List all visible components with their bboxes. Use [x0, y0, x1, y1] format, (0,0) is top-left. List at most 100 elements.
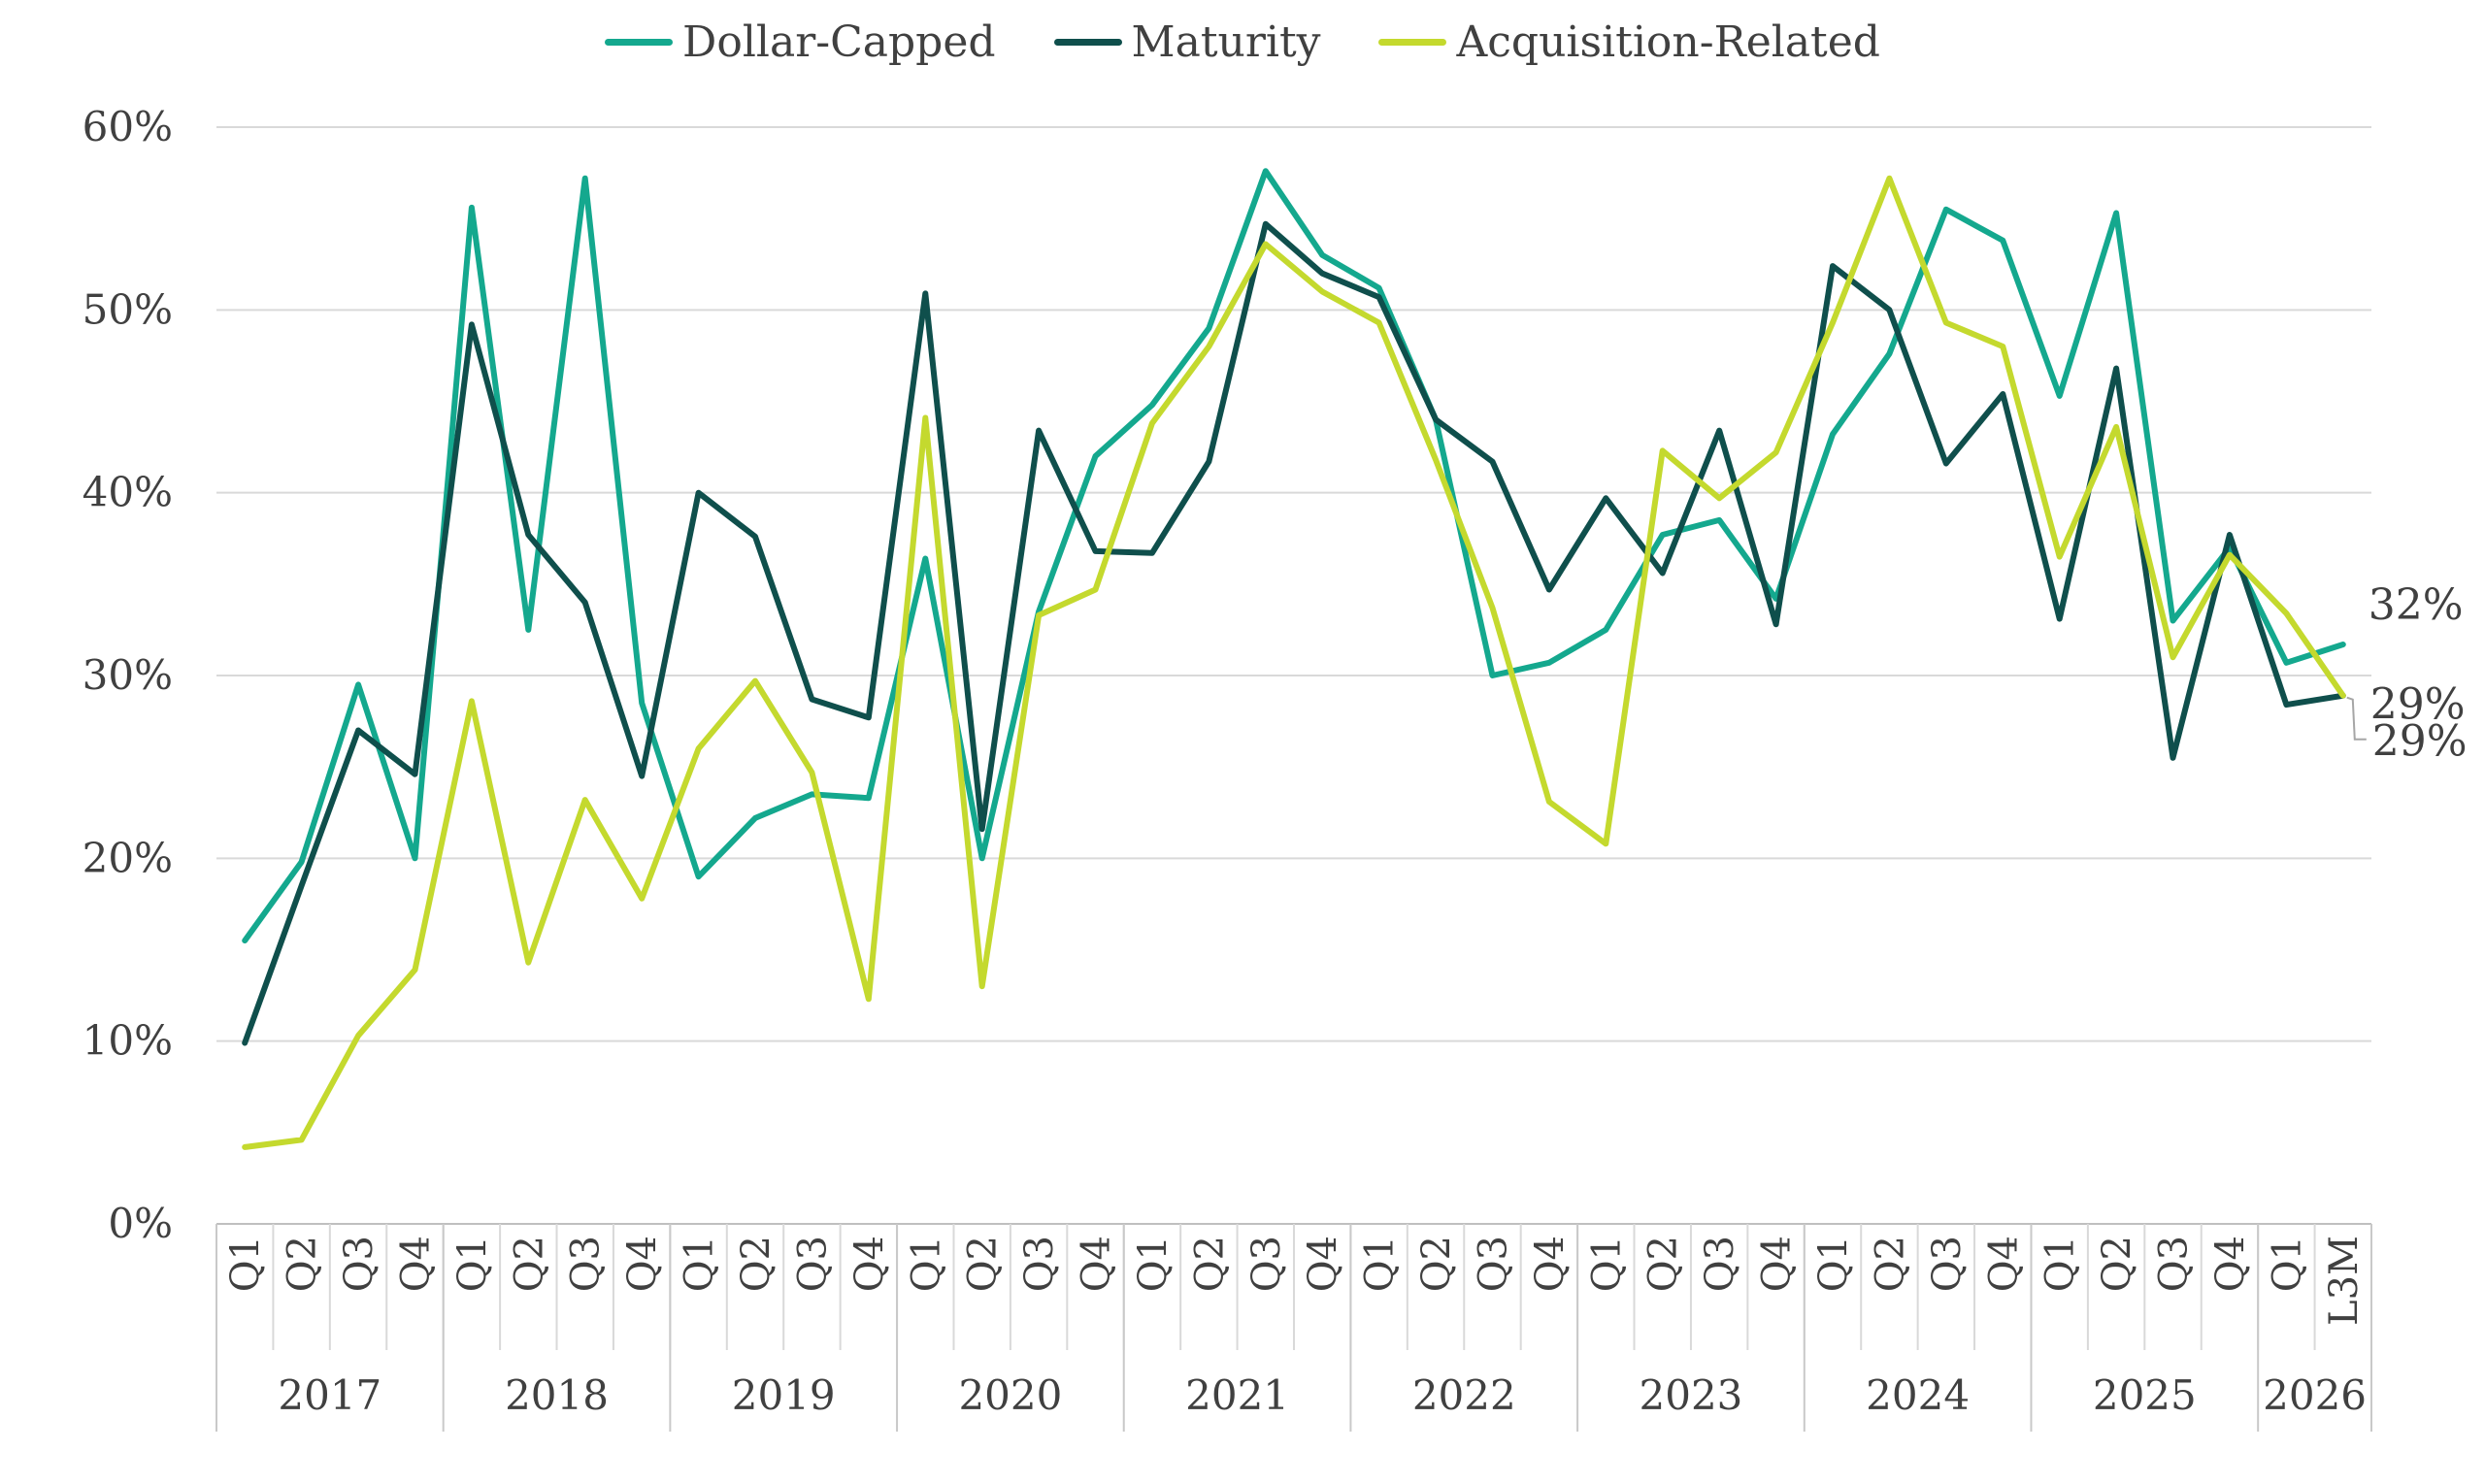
x-tick-label: Q3: [790, 1236, 835, 1292]
x-tick-label: Q1: [1131, 1236, 1176, 1292]
legend-item-maturity[interactable]: Maturity: [1053, 17, 1321, 67]
x-tick-label: Q3: [1698, 1236, 1742, 1292]
x-tick-label: Q4: [1528, 1236, 1573, 1292]
x-tick-label: Q4: [620, 1236, 665, 1292]
x-tick-label-group: Q4: [1981, 1236, 2026, 1292]
legend-swatch-acquisition-related: [1378, 39, 1447, 46]
year-label: 2019: [732, 1371, 836, 1419]
y-tick-label: 30%: [83, 651, 173, 699]
x-tick-label: Q2: [734, 1236, 779, 1292]
x-tick-label-group: Q4: [1528, 1236, 1573, 1292]
x-tick-label: Q4: [1075, 1236, 1119, 1292]
x-tick-label: Q1: [678, 1236, 722, 1292]
year-label: 2018: [505, 1371, 609, 1419]
year-label: 2023: [1640, 1371, 1743, 1419]
x-tick-label: Q4: [393, 1236, 438, 1292]
x-tick-label: Q1: [904, 1236, 948, 1292]
x-tick-label: Q2: [1187, 1236, 1232, 1292]
x-tick-label-group: Q3: [1244, 1236, 1289, 1292]
legend-label-maturity: Maturity: [1131, 17, 1321, 67]
y-tick-label: 0%: [108, 1200, 173, 1247]
x-tick-label: Q2: [2095, 1236, 2139, 1292]
x-tick-label-group: Q2: [281, 1236, 325, 1292]
x-tick-label-group: Q3: [1017, 1236, 1062, 1292]
x-tick-label: Q2: [1414, 1236, 1459, 1292]
x-tick-label-group: Q4: [1755, 1236, 1800, 1292]
x-tick-label-group: Q3: [1471, 1236, 1515, 1292]
x-tick-label-group: Q4: [393, 1236, 438, 1292]
x-tick-label: Q2: [1868, 1236, 1912, 1292]
x-tick-label: Q3: [1017, 1236, 1062, 1292]
year-label: 2022: [1412, 1371, 1516, 1419]
x-tick-label-group: Q1: [1811, 1236, 1856, 1292]
x-tick-label-group: Q2: [1414, 1236, 1459, 1292]
x-tick-label: Q1: [2038, 1236, 2083, 1292]
series-line-maturity: [242, 220, 2346, 1046]
x-tick-label: Q4: [847, 1236, 892, 1292]
x-tick-label-group: Q1: [1131, 1236, 1176, 1292]
x-tick-label-group: Q1: [2038, 1236, 2083, 1292]
y-axis: 0% 10% 20% 30% 40% 50% 60%: [83, 103, 173, 1247]
x-tick-label-group: Q1: [1358, 1236, 1403, 1292]
x-tick-label: Q2: [1641, 1236, 1686, 1292]
x-tick-label-group: Q2: [961, 1236, 1006, 1292]
x-tick-label: L3M: [2322, 1236, 2367, 1326]
x-tick-label: Q3: [564, 1236, 609, 1292]
x-tick-label-group: Q4: [1301, 1236, 1345, 1292]
x-tick-label-group: Q1: [223, 1236, 268, 1292]
series-line-acquisition-related: [242, 175, 2346, 1150]
x-tick-label-group: Q4: [620, 1236, 665, 1292]
x-tick-label: Q1: [2265, 1236, 2309, 1292]
x-tick-label-group: Q3: [1698, 1236, 1742, 1292]
end-label-dollar-capped: 32%: [2369, 580, 2464, 630]
x-tick-label-group: Q2: [1187, 1236, 1232, 1292]
x-tick-label: Q1: [450, 1236, 495, 1292]
legend-item-dollar-capped[interactable]: Dollar-Capped: [605, 17, 996, 67]
legend-swatch-maturity: [1053, 39, 1122, 46]
x-tick-label: Q3: [1471, 1236, 1515, 1292]
x-tick-label-group: Q2: [507, 1236, 551, 1292]
year-label: 2026: [2263, 1371, 2367, 1419]
x-tick-label: Q4: [1755, 1236, 1800, 1292]
year-label: 2021: [1185, 1371, 1289, 1419]
x-tick-label-group: L3M: [2322, 1236, 2367, 1326]
end-label-maturity: 29%: [2370, 680, 2466, 730]
legend-label-acquisition-related: Acquisition-Related: [1456, 17, 1880, 67]
y-tick-label: 50%: [83, 285, 173, 333]
x-tick-label: Q4: [1981, 1236, 2026, 1292]
x-tick-label: Q1: [1358, 1236, 1403, 1292]
chart-legend: Dollar-Capped Maturity Acquisition-Relat…: [0, 17, 2485, 67]
legend-label-dollar-capped: Dollar-Capped: [682, 17, 996, 67]
legend-swatch-dollar-capped: [605, 39, 674, 46]
x-tick-label: Q3: [1244, 1236, 1289, 1292]
y-tick-label: 60%: [83, 103, 173, 150]
year-label: 2017: [278, 1371, 381, 1419]
year-label: 2025: [2093, 1371, 2197, 1419]
year-label: 2024: [1866, 1371, 1970, 1419]
x-tick-label: Q1: [1584, 1236, 1629, 1292]
end-labels: 32% 29%29%: [2346, 580, 2468, 767]
y-tick-label: 10%: [83, 1017, 173, 1065]
x-tick-label-group: Q4: [1075, 1236, 1119, 1292]
x-tick-label-group: Q3: [790, 1236, 835, 1292]
x-tick-label-group: Q3: [337, 1236, 381, 1292]
x-tick-label-group: Q1: [904, 1236, 948, 1292]
y-tick-label: 20%: [83, 834, 173, 881]
x-tick-label-group: Q1: [450, 1236, 495, 1292]
series-line-dollar-capped: [242, 168, 2346, 944]
x-tick-label-group: Q3: [1925, 1236, 1970, 1292]
x-tick-label: Q2: [961, 1236, 1006, 1292]
x-tick-label-group: Q1: [678, 1236, 722, 1292]
end-label-leader-line: [2346, 696, 2367, 741]
x-tick-label-group: Q4: [2208, 1236, 2253, 1292]
x-tick-label: Q1: [1811, 1236, 1856, 1292]
x-tick-label-group: Q4: [847, 1236, 892, 1292]
x-tick-label-group: Q2: [734, 1236, 779, 1292]
x-tick-label: Q3: [337, 1236, 381, 1292]
end-label-acquisition-related: 29%: [2372, 717, 2468, 767]
grid-lines: [216, 126, 2371, 1042]
legend-item-acquisition-related[interactable]: Acquisition-Related: [1378, 17, 1880, 67]
x-tick-label: Q3: [2152, 1236, 2197, 1292]
x-tick-label: Q2: [507, 1236, 551, 1292]
